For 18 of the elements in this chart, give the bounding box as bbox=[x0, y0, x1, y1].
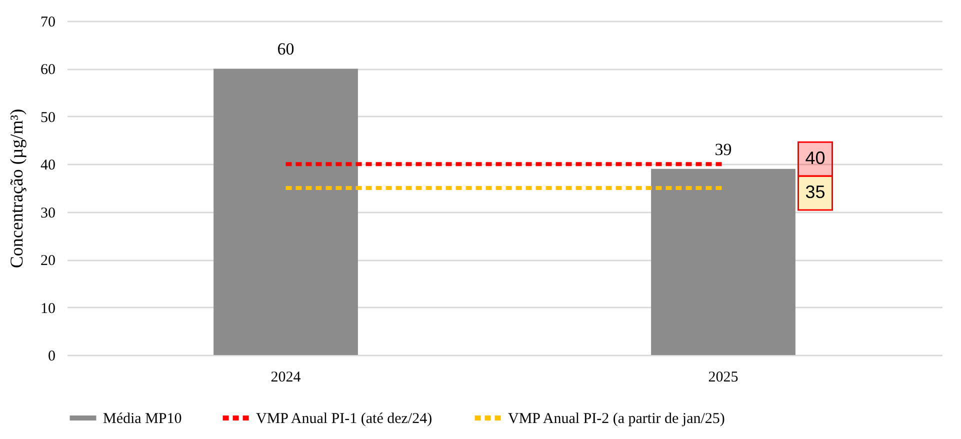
x-tick-label: 2025 bbox=[708, 370, 738, 386]
x-tick-label: 2024 bbox=[270, 370, 302, 386]
data-label: 60 bbox=[277, 40, 294, 59]
annotation: 40 bbox=[805, 148, 826, 168]
legend-label: Média MP10 bbox=[103, 411, 182, 427]
y-axis-title: Concentração (µg/m³) bbox=[6, 108, 26, 268]
annotation: 35 bbox=[805, 182, 826, 202]
legend-label: VMP Anual PI-1 (até dez/24) bbox=[256, 411, 432, 427]
y-tick-label: 70 bbox=[40, 14, 56, 30]
y-tick-label: 20 bbox=[40, 253, 56, 270]
y-tick-label: 30 bbox=[40, 205, 56, 222]
data-label: 39 bbox=[714, 140, 732, 159]
y-tick-label: 60 bbox=[40, 62, 56, 78]
y-tick-label: 50 bbox=[40, 110, 56, 126]
y-tick-label: 10 bbox=[40, 300, 56, 317]
y-tick-label: 40 bbox=[40, 158, 56, 174]
y-tick-label: 0 bbox=[48, 348, 56, 364]
legend-label: VMP Anual PI-2 (a partir de jan/25) bbox=[508, 411, 725, 427]
